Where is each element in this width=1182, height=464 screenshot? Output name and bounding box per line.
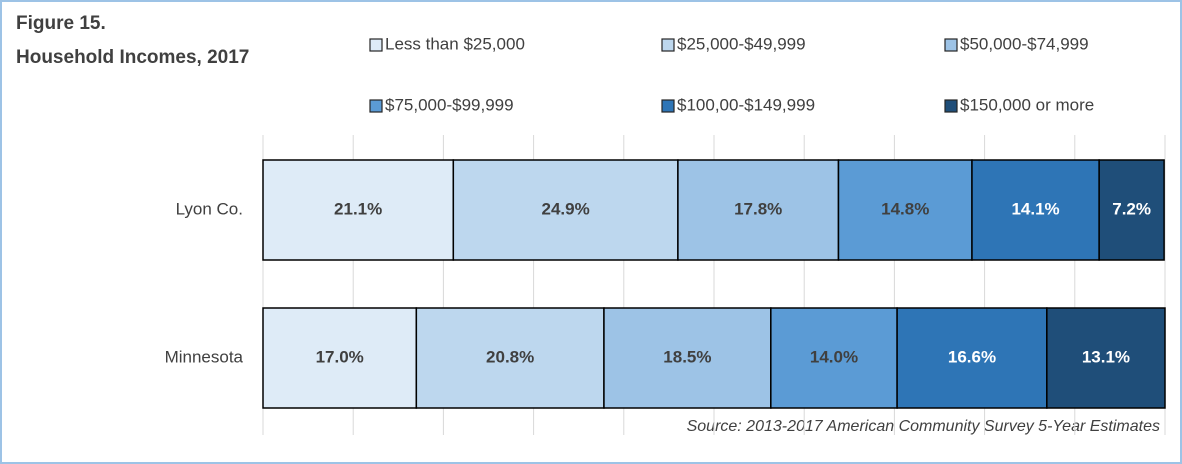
legend-swatch bbox=[944, 99, 958, 113]
bar-segment bbox=[896, 307, 1048, 409]
data-label: 20.8% bbox=[486, 347, 534, 366]
bar-segment bbox=[1098, 159, 1165, 261]
legend-label: $50,000-$74,999 bbox=[960, 34, 1089, 53]
bar-segment bbox=[677, 159, 840, 261]
legend-label: $150,000 or more bbox=[960, 95, 1094, 114]
bar-segment bbox=[1046, 307, 1166, 409]
data-label: 21.1% bbox=[334, 199, 382, 218]
chart-subtitle: Household Incomes, 2017 bbox=[16, 47, 249, 68]
source-note: Source: 2013-2017 American Community Sur… bbox=[687, 418, 1160, 435]
legend-swatch bbox=[944, 38, 958, 52]
legend-label: $25,000-$49,999 bbox=[677, 34, 806, 53]
bar-segment bbox=[971, 159, 1100, 261]
bar-segment bbox=[770, 307, 898, 409]
data-label: 24.9% bbox=[542, 199, 590, 218]
chart-title: Figure 15. bbox=[16, 13, 106, 34]
data-label: 14.1% bbox=[1011, 199, 1059, 218]
legend-swatch bbox=[369, 38, 383, 52]
category-label: Lyon Co. bbox=[176, 199, 243, 218]
legend-label: $75,000-$99,999 bbox=[385, 95, 514, 114]
data-label: 16.6% bbox=[948, 347, 996, 366]
legend-label: $100,00-$149,999 bbox=[677, 95, 815, 114]
data-label: 17.0% bbox=[316, 347, 364, 366]
data-label: 18.5% bbox=[663, 347, 711, 366]
data-label: 14.8% bbox=[881, 199, 929, 218]
legend-swatch bbox=[661, 38, 675, 52]
category-label: Minnesota bbox=[165, 347, 244, 366]
data-label: 14.0% bbox=[810, 347, 858, 366]
legend-label: Less than $25,000 bbox=[385, 34, 525, 53]
bar-segment bbox=[837, 159, 973, 261]
data-label: 17.8% bbox=[734, 199, 782, 218]
legend-swatch bbox=[661, 99, 675, 113]
data-label: 7.2% bbox=[1112, 199, 1151, 218]
data-label: 13.1% bbox=[1082, 347, 1130, 366]
bar-segment bbox=[415, 307, 605, 409]
bar-segment bbox=[603, 307, 772, 409]
bar-segment bbox=[262, 159, 455, 261]
bar-segment bbox=[452, 159, 679, 261]
legend-swatch bbox=[369, 99, 383, 113]
